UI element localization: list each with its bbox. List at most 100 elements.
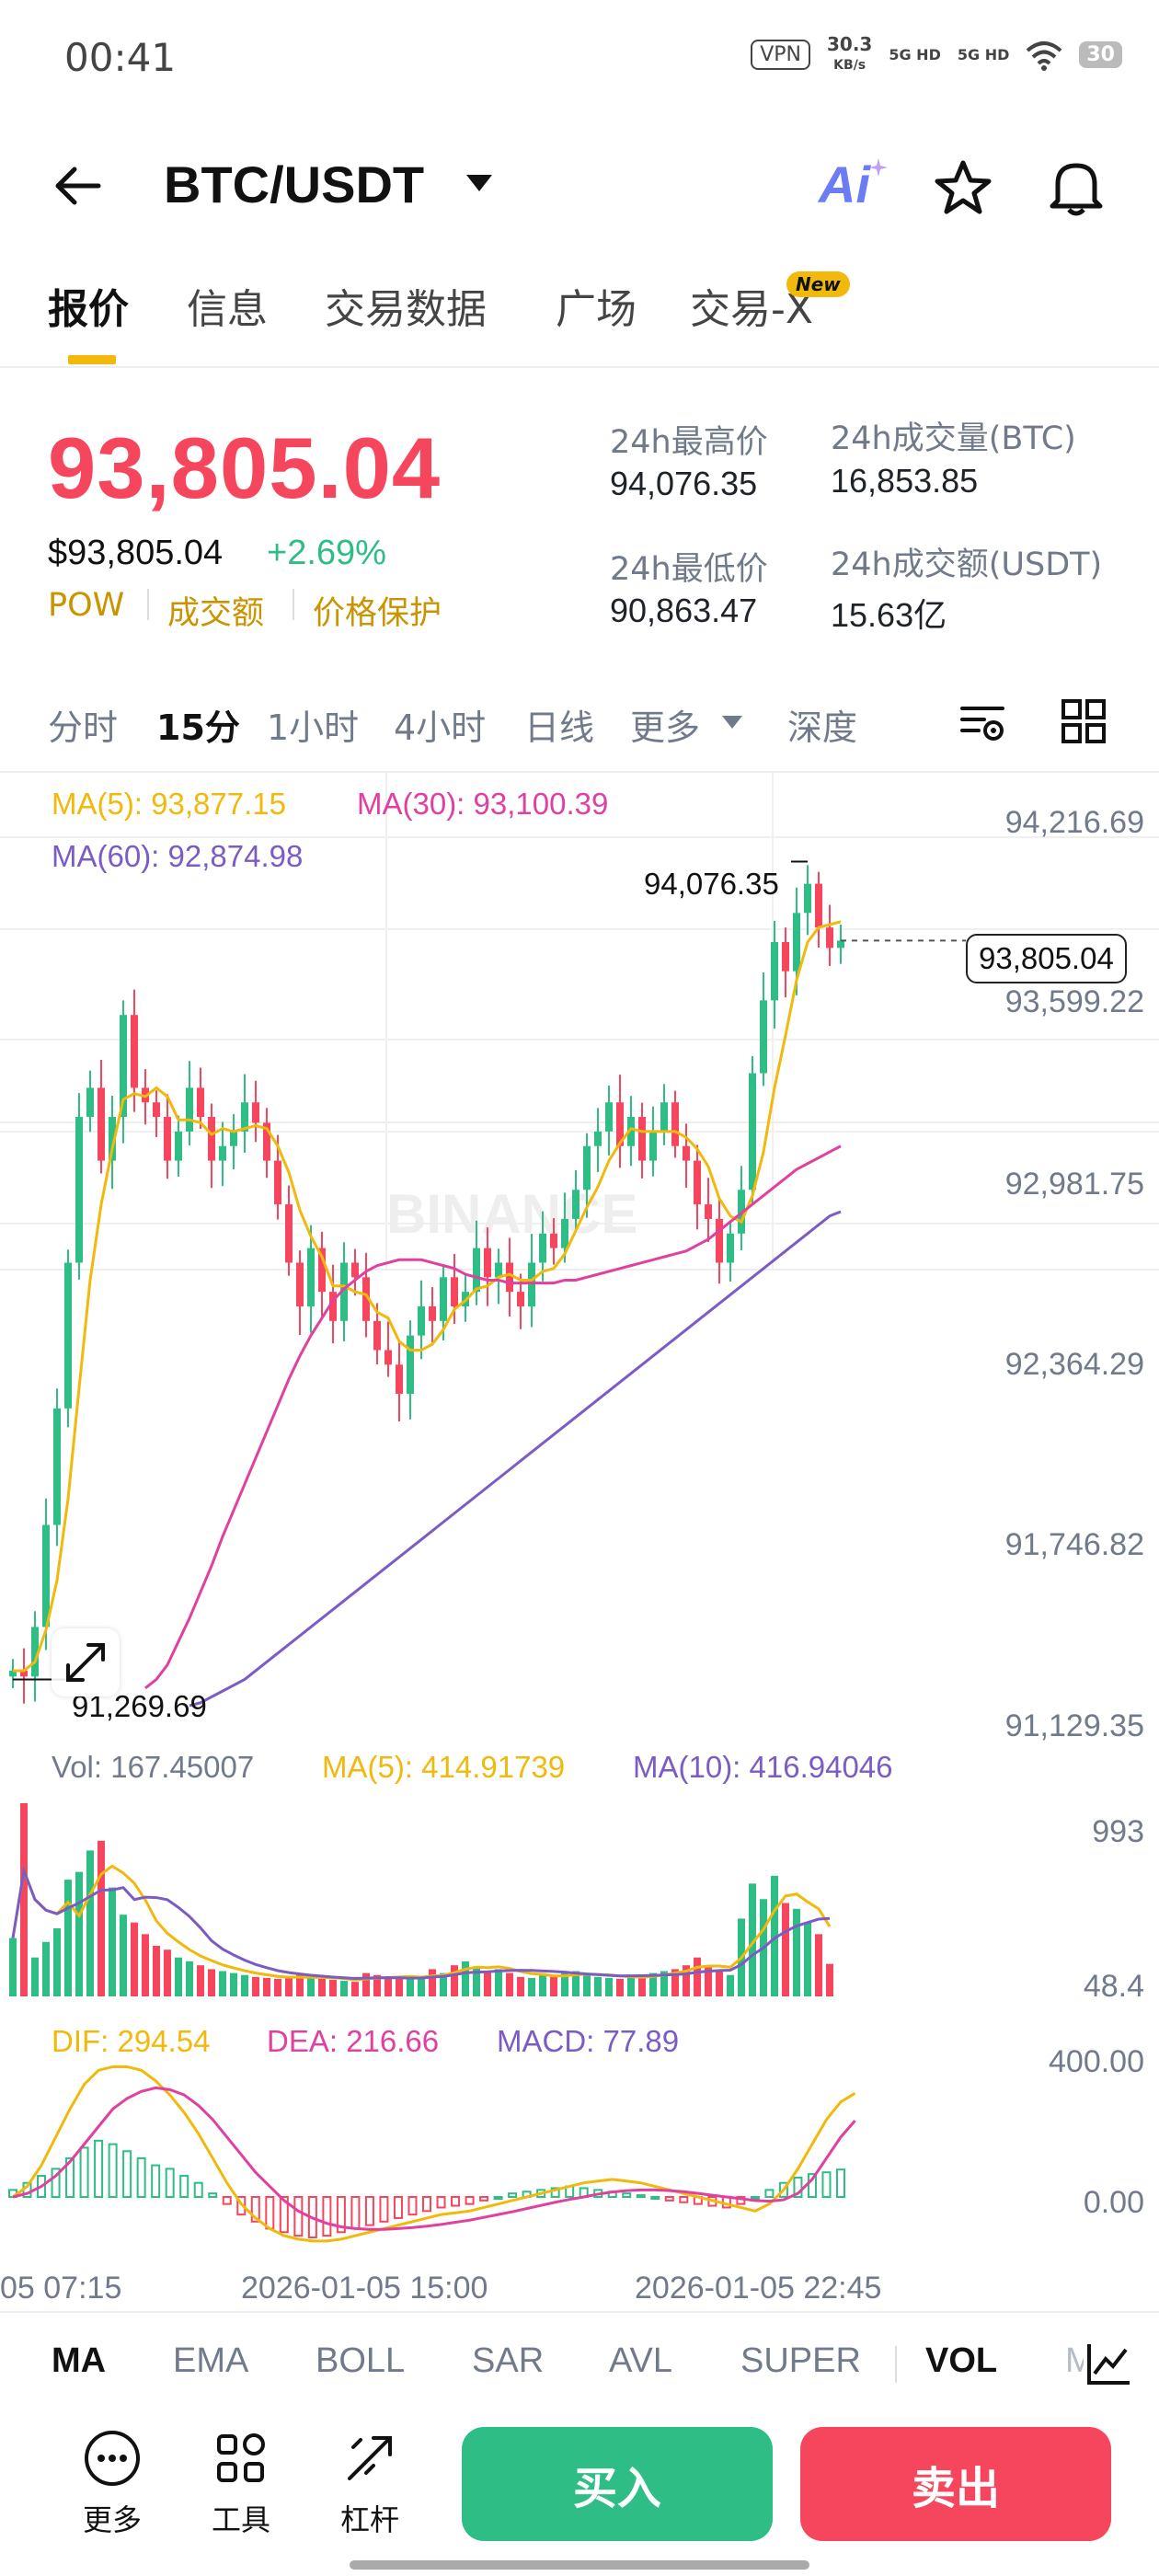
y-tick: 91,129.35 xyxy=(1004,1708,1144,1743)
volume-bar xyxy=(75,1871,83,1996)
indicator-ma[interactable]: MA xyxy=(52,2341,107,2380)
ma60-legend: MA(60): 92,874.98 xyxy=(52,839,304,873)
macd-bar xyxy=(336,2196,346,2234)
buy-button[interactable]: 买入 xyxy=(462,2427,773,2541)
candle-body xyxy=(120,1015,127,1118)
tag-turnover[interactable]: 成交额 xyxy=(167,595,265,632)
candle-body xyxy=(506,1262,513,1293)
dea-legend: DEA: 216.66 xyxy=(267,2024,440,2058)
volume-bar xyxy=(627,1974,635,1996)
y-tick: 92,981.75 xyxy=(1004,1167,1144,1202)
interval-4h[interactable]: 4小时 xyxy=(394,707,487,748)
macd-bar xyxy=(836,2168,845,2198)
macd-bar xyxy=(279,2196,289,2234)
price-usd: $93,805.04 xyxy=(48,534,224,572)
chart-settings-icon[interactable] xyxy=(957,697,1008,749)
interval-more[interactable]: 更多 xyxy=(630,707,701,748)
volume-bar xyxy=(572,1971,580,1996)
indicator-super[interactable]: SUPER xyxy=(740,2341,861,2380)
back-arrow-icon[interactable] xyxy=(51,158,106,213)
indicator-avl[interactable]: AVL xyxy=(609,2341,673,2380)
indicator-sar[interactable]: SAR xyxy=(472,2341,545,2380)
volume-bar xyxy=(418,1976,425,1996)
macd-bar xyxy=(793,2176,803,2199)
tag-pow[interactable]: POW xyxy=(48,587,125,624)
interval-15m[interactable]: 15分 xyxy=(156,707,240,748)
candle-body xyxy=(660,1102,668,1132)
x-tick: 05 07:15 xyxy=(0,2271,122,2306)
interval-depth[interactable]: 深度 xyxy=(787,707,858,748)
volume-bar xyxy=(716,1971,723,1996)
home-indicator[interactable] xyxy=(350,2560,809,2570)
tab-quote[interactable]: 报价 xyxy=(48,286,129,333)
volume-bar xyxy=(131,1922,138,1996)
candle-body xyxy=(109,1117,116,1161)
vol-y-tick: 48.4 xyxy=(1083,1969,1144,2004)
candle-body xyxy=(263,1122,270,1161)
macd-bar xyxy=(393,2196,403,2219)
volume-bar xyxy=(31,1957,39,1996)
bell-icon[interactable] xyxy=(1047,156,1106,217)
volume-bar xyxy=(274,1978,281,1996)
volume-bar xyxy=(616,1978,624,1996)
candle-body xyxy=(362,1277,370,1321)
macd-bar xyxy=(622,2192,632,2199)
sell-button[interactable]: 卖出 xyxy=(800,2427,1111,2541)
expand-chart-button[interactable] xyxy=(52,1628,120,1696)
indicator-ema[interactable]: EMA xyxy=(173,2341,249,2380)
candle-body xyxy=(484,1248,491,1278)
tab-trading-data[interactable]: 交易数据 xyxy=(325,286,487,333)
indicator-boll[interactable]: BOLL xyxy=(316,2341,406,2380)
candle-body xyxy=(131,1015,138,1088)
leverage-button[interactable]: 杠杆 xyxy=(324,2429,416,2539)
y-tick: 94,216.69 xyxy=(1004,805,1144,840)
price-change: +2.69% xyxy=(267,534,386,572)
macd-bar xyxy=(379,2196,389,2223)
tools-button[interactable]: 工具 xyxy=(195,2429,287,2539)
volume-bar xyxy=(9,1938,17,1996)
low-value: 90,863.47 xyxy=(610,592,758,629)
kline-chart[interactable]: BINANCE xyxy=(0,773,1159,2282)
macd-bar xyxy=(65,2156,75,2199)
volume-bar xyxy=(120,1915,127,1996)
candle-body xyxy=(550,1233,557,1248)
macd-bar xyxy=(94,2139,104,2199)
candle-body xyxy=(329,1292,337,1321)
ai-assistant-icon[interactable]: Ai xyxy=(819,155,870,213)
more-button[interactable]: 更多 xyxy=(66,2429,158,2539)
volume-bar xyxy=(495,1969,502,1996)
grid-layout-icon[interactable] xyxy=(1060,697,1107,745)
interval-1h[interactable]: 1小时 xyxy=(267,707,360,748)
more-caret-icon[interactable] xyxy=(720,714,744,730)
vol-btc-label: 24h成交量(BTC) xyxy=(831,420,1076,457)
current-price-tag: 93,805.04 xyxy=(966,934,1127,983)
chart-grid xyxy=(0,773,1159,1271)
interval-daily[interactable]: 日线 xyxy=(524,707,595,748)
high-value: 94,076.35 xyxy=(610,465,758,502)
tab-info[interactable]: 信息 xyxy=(187,286,268,333)
interval-time[interactable]: 分时 xyxy=(48,707,119,748)
candle-body xyxy=(75,1117,83,1263)
indicator-separator xyxy=(895,2346,897,2383)
caret-down-icon[interactable] xyxy=(465,173,494,193)
low-label: 24h最低价 xyxy=(610,551,768,588)
volume-bar xyxy=(241,1974,248,1996)
pair-title[interactable]: BTC/USDT xyxy=(164,155,425,213)
candle-body xyxy=(528,1262,535,1306)
indicator-settings-icon[interactable] xyxy=(1084,2339,1133,2388)
star-icon[interactable] xyxy=(934,158,993,217)
candle-body xyxy=(418,1305,425,1336)
candle-body xyxy=(561,1218,568,1248)
leverage-icon xyxy=(348,2436,392,2480)
volume-bar xyxy=(638,1976,646,1996)
indicator-vol[interactable]: VOL xyxy=(925,2341,998,2380)
tag-price-protection[interactable]: 价格保护 xyxy=(313,595,442,632)
vol-y-tick: 993 xyxy=(1092,1814,1144,1849)
tab-square[interactable]: 广场 xyxy=(556,286,637,333)
battery-indicator: 30 xyxy=(1079,41,1122,68)
candle-body xyxy=(98,1087,105,1161)
candle-body xyxy=(716,1218,723,1263)
volume-bar xyxy=(605,1977,613,1996)
candle-body xyxy=(42,1524,50,1627)
more-dots-icon xyxy=(85,2431,140,2486)
